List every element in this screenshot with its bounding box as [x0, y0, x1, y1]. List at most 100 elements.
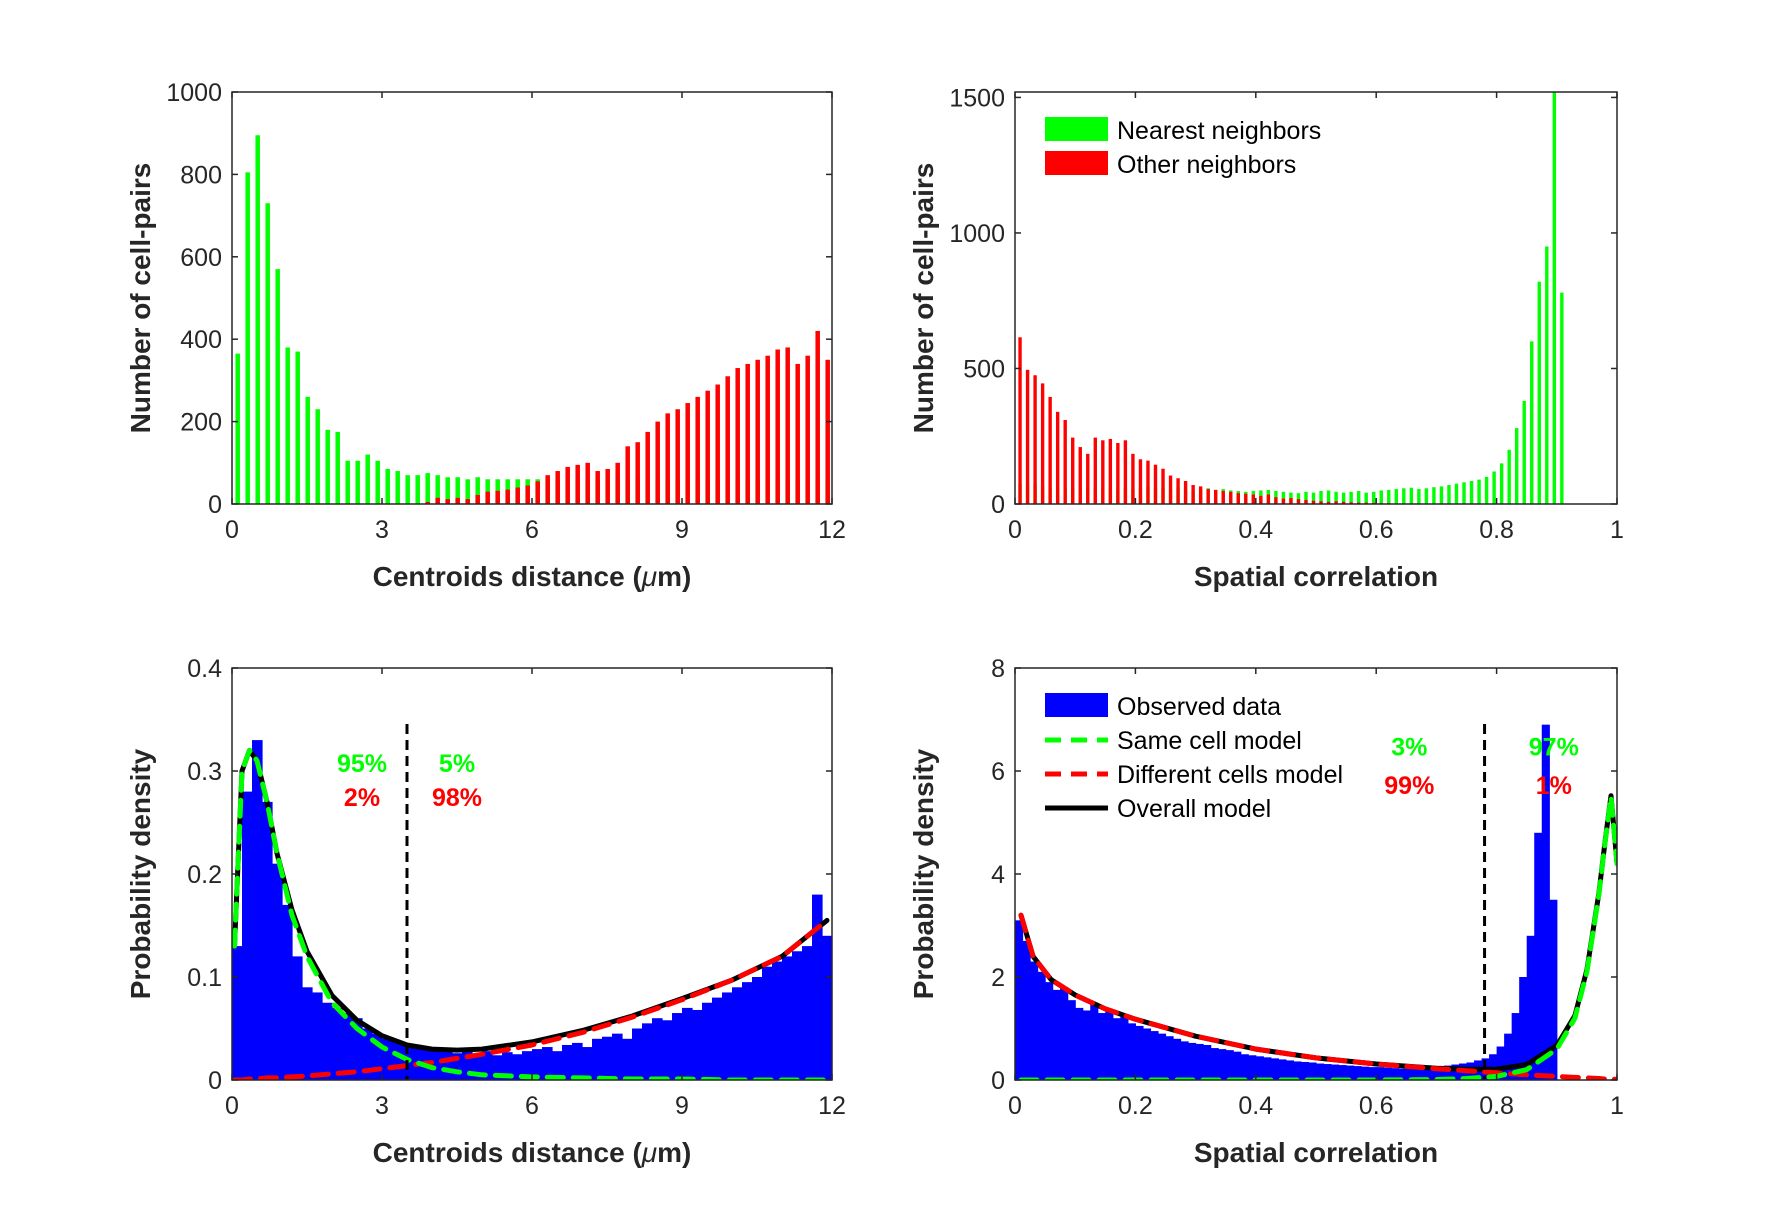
- y-axis-label: Number of cell-pairs: [125, 163, 156, 434]
- series-1: [425, 330, 830, 504]
- bar: [555, 471, 560, 504]
- bar: [382, 1038, 393, 1080]
- x-tick-label: 0.6: [1359, 516, 1394, 544]
- bar: [1229, 491, 1233, 504]
- bar: [1112, 1018, 1121, 1080]
- bar: [1142, 1028, 1152, 1080]
- bar: [1105, 1010, 1114, 1080]
- mu-symbol: μ: [641, 1137, 657, 1168]
- bar: [1311, 500, 1316, 504]
- bar: [655, 421, 660, 504]
- bar: [1334, 501, 1338, 504]
- bar: [1379, 490, 1383, 504]
- mu-symbol: μ: [641, 561, 657, 592]
- bar: [615, 462, 620, 504]
- bar: [515, 487, 520, 504]
- bar: [1519, 977, 1528, 1080]
- bar: [762, 966, 773, 1080]
- bar: [522, 1051, 533, 1080]
- y-tick-label: 1500: [949, 84, 1005, 112]
- bar: [1432, 487, 1436, 504]
- observed-histogram: [232, 740, 832, 1080]
- bar: [1323, 1064, 1332, 1080]
- bar: [662, 1020, 673, 1080]
- bar: [1319, 501, 1323, 504]
- bar: [1138, 459, 1143, 504]
- x-tick-label: 6: [525, 516, 539, 544]
- bar: [1123, 440, 1128, 504]
- bar: [242, 791, 253, 1080]
- axis-ticks: 0 3 6 9 12 0 200 400 600 800 1000: [166, 79, 846, 544]
- x-tick-label: 6: [525, 1092, 539, 1120]
- bar: [1278, 1059, 1287, 1080]
- bar: [275, 269, 280, 504]
- axis-ticks: 0 0.2 0.4 0.6 0.8 1 0 500 1000 1500: [949, 84, 1624, 544]
- bar: [445, 477, 450, 504]
- bar: [435, 497, 440, 504]
- bar: [1198, 486, 1203, 504]
- bar: [1338, 1065, 1347, 1080]
- bar: [1285, 1060, 1295, 1080]
- bar: [1492, 471, 1496, 504]
- bar: [285, 347, 290, 504]
- bar: [492, 1055, 503, 1080]
- bar: [1349, 491, 1353, 504]
- bar: [1153, 464, 1158, 504]
- bar: [1255, 1056, 1264, 1080]
- bar: [252, 740, 263, 1080]
- bar: [375, 460, 380, 504]
- bar: [1116, 443, 1120, 504]
- bar: [1022, 940, 1031, 1080]
- bar: [1311, 492, 1316, 504]
- bar: [1346, 1065, 1355, 1080]
- bar: [695, 396, 700, 504]
- bar: [355, 460, 360, 504]
- bar: [442, 1051, 453, 1080]
- axis-ticks: 0 3 6 9 12 0 0.1 0.2 0.3 0.4: [187, 655, 846, 1120]
- bar: [465, 499, 470, 504]
- bar: [365, 454, 370, 504]
- bar: [1469, 480, 1474, 504]
- bar: [632, 1028, 643, 1080]
- bar: [682, 1007, 693, 1080]
- bar: [542, 1047, 553, 1080]
- bar: [1511, 1013, 1520, 1080]
- bar: [1361, 1066, 1370, 1080]
- bar: [1387, 489, 1391, 504]
- bar: [1560, 292, 1564, 504]
- bar: [792, 951, 803, 1080]
- x-tick-label: 0.6: [1359, 1092, 1394, 1120]
- bar: [1552, 92, 1557, 504]
- bar: [1319, 490, 1323, 504]
- x-tick-label: 12: [818, 1092, 846, 1120]
- bar: [1040, 383, 1045, 504]
- bar: [1300, 1061, 1310, 1080]
- x-tick-label: 12: [818, 516, 846, 544]
- percentage-annotation: 5%: [439, 750, 475, 778]
- x-tick-label: 0: [1008, 1092, 1022, 1120]
- bar: [772, 961, 783, 1080]
- bar: [1071, 437, 1075, 504]
- y-axis-label: Number of cell-pairs: [908, 163, 939, 434]
- bar: [262, 801, 273, 1080]
- y-tick-label: 500: [963, 355, 1005, 383]
- bar: [1213, 489, 1218, 504]
- bar: [1206, 489, 1210, 504]
- percentage-annotation: 97%: [1529, 734, 1579, 762]
- bar: [725, 376, 730, 504]
- bar: [775, 349, 780, 504]
- bar: [1101, 440, 1105, 504]
- bar: [1176, 478, 1180, 504]
- x-tick-label: 0: [225, 516, 239, 544]
- bar: [1281, 498, 1286, 504]
- legend-swatch: [1045, 151, 1108, 175]
- bar: [292, 956, 303, 1080]
- legend-label: Overall model: [1117, 795, 1271, 823]
- bar: [1534, 832, 1543, 1080]
- bar: [625, 446, 630, 504]
- bar: [472, 1054, 483, 1080]
- bar: [815, 330, 820, 504]
- bar: [455, 497, 460, 504]
- bar: [362, 1028, 373, 1080]
- bar: [685, 403, 690, 504]
